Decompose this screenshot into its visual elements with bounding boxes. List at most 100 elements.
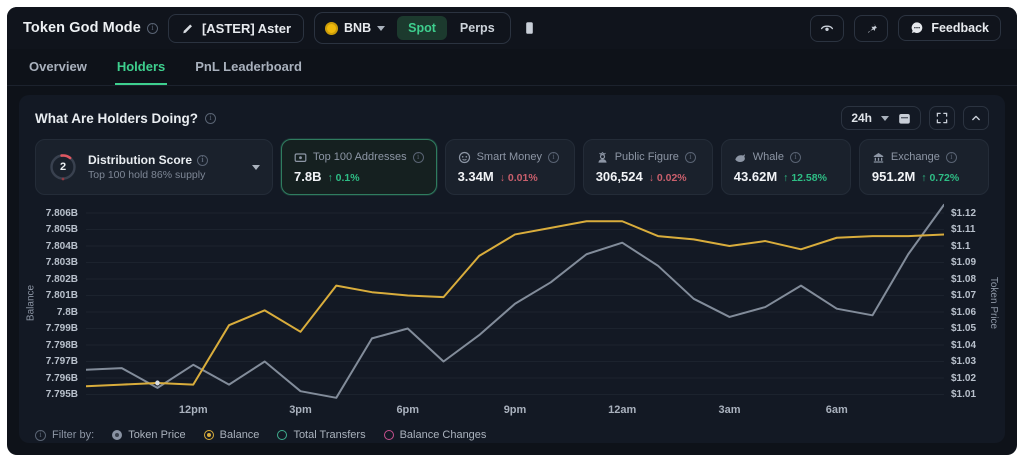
- panel-title: What Are Holders Doing?: [35, 110, 199, 126]
- tab-spot[interactable]: Spot: [397, 16, 447, 40]
- pin-button[interactable]: [854, 14, 889, 42]
- info-icon[interactable]: [197, 154, 209, 166]
- tab-holders[interactable]: Holders: [114, 49, 168, 85]
- legend-marker-icon: [112, 430, 123, 440]
- top-bar: Token God Mode [ASTER] Aster BNB Spot Pe…: [7, 7, 1017, 49]
- y-axis-tick: 7.805B: [45, 224, 78, 235]
- feedback-label: Feedback: [931, 21, 989, 35]
- stat-cards-row: 2 Distribution Score Top 100 hold 86% su…: [19, 139, 1005, 195]
- y-axis-tick: 7.795B: [45, 389, 78, 400]
- x-axis-tick: 12am: [608, 404, 637, 416]
- chain-selector-button[interactable]: BNB: [319, 19, 391, 37]
- stat-value: 306,524: [595, 168, 643, 184]
- y-axis-tick: 7.802B: [45, 273, 78, 285]
- y-axis-tick: 7.797B: [45, 356, 78, 367]
- info-icon[interactable]: [945, 151, 957, 163]
- fullscreen-button[interactable]: [929, 106, 955, 130]
- timeframe-selector[interactable]: 24h: [841, 106, 921, 130]
- mobile-icon: [525, 22, 533, 34]
- info-icon[interactable]: [548, 151, 559, 163]
- stat-label: Exchange: [890, 151, 940, 163]
- y-axis-tick: 7.8B: [56, 306, 78, 318]
- info-icon[interactable]: [205, 112, 217, 124]
- y-axis-tick: $1.08: [951, 273, 977, 285]
- market-type-tabs: Spot Perps: [397, 16, 506, 40]
- whale-icon: [735, 153, 745, 162]
- legend-filter-balance[interactable]: Balance: [203, 429, 260, 441]
- stat-card-exchange[interactable]: Exchange 951.2M ↑ 0.72%: [858, 139, 990, 195]
- calendar-icon: [899, 113, 910, 124]
- chart-canvas[interactable]: [86, 203, 944, 403]
- distribution-score-card[interactable]: 2 Distribution Score Top 100 hold 86% su…: [35, 139, 273, 195]
- app-window: Token God Mode [ASTER] Aster BNB Spot Pe…: [7, 7, 1017, 455]
- chart-plot-area[interactable]: [86, 203, 944, 403]
- stat-change: ↑ 0.1%: [327, 171, 360, 184]
- legend-label: Balance: [219, 429, 260, 441]
- x-axis-tick: 12pm: [178, 404, 208, 416]
- chevron-down-icon: [377, 25, 386, 31]
- chevron-down-icon: [881, 115, 889, 121]
- tab-overview[interactable]: Overview: [27, 49, 89, 85]
- token-name: [ASTER] Aster: [201, 20, 292, 36]
- market-selector-group: BNB Spot Perps: [314, 12, 511, 44]
- legend-label: Token Price: [128, 429, 186, 441]
- stat-card-whale[interactable]: Whale 43.62M ↑ 12.58%: [720, 139, 851, 195]
- y-axis-tick: $1.07: [951, 290, 977, 301]
- y-axis-tick: $1.05: [951, 323, 977, 334]
- stat-label: Public Figure: [614, 151, 679, 163]
- x-axis-tick: 9pm: [503, 404, 527, 416]
- edit-pencil-icon: [183, 24, 192, 33]
- left-axis-title: Balance: [25, 284, 36, 322]
- y-axis-tick: 7.798B: [45, 339, 78, 351]
- y-axis-tick: $1.1: [951, 240, 971, 252]
- watch-button[interactable]: [810, 14, 845, 42]
- tab-perps[interactable]: Perps: [449, 16, 506, 40]
- score-title: Distribution Score: [88, 153, 193, 167]
- info-icon[interactable]: [412, 151, 424, 163]
- eye-icon: [821, 25, 834, 31]
- y-axis-tick: $1.01: [951, 389, 977, 400]
- legend-marker-icon: [203, 430, 214, 440]
- bnb-coin-icon: [325, 21, 339, 35]
- collapse-button[interactable]: [963, 106, 989, 130]
- legend-filter-total-transfers[interactable]: Total Transfers: [277, 429, 366, 441]
- stat-card-public-figure[interactable]: Public Figure 306,524 ↓ 0.02%: [582, 139, 713, 195]
- stat-change: ↓ 0.01%: [499, 171, 538, 184]
- stat-label: Top 100 Addresses: [313, 151, 407, 163]
- holders-panel: What Are Holders Doing? 24h: [19, 95, 1005, 443]
- right-axis-ticks: $1.12 $1.11 $1.1 $1.09 $1.08 $1.07 $1.06 $1.05 $…: [944, 203, 986, 403]
- fullscreen-icon: [936, 112, 948, 124]
- y-axis-tick: 7.804B: [45, 240, 78, 252]
- mobile-view-button[interactable]: [521, 19, 538, 37]
- right-axis-title: Token Price: [988, 276, 999, 330]
- y-axis-tick: $1.02: [951, 372, 977, 384]
- y-axis-tick: 7.806B: [45, 207, 78, 219]
- stat-label: Whale: [752, 151, 784, 163]
- x-axis-tick: 6pm: [396, 404, 420, 416]
- legend-filter-token-price[interactable]: Token Price: [112, 429, 186, 441]
- feedback-button[interactable]: Feedback: [898, 15, 1001, 41]
- stat-value: 7.8B: [294, 168, 322, 184]
- info-icon[interactable]: [789, 151, 801, 163]
- legend-label: Balance Changes: [399, 429, 487, 441]
- y-axis-tick: $1.04: [951, 339, 977, 351]
- legend-marker-icon: [383, 430, 394, 440]
- x-axis-tick: 3am: [718, 404, 741, 416]
- y-axis-tick: $1.09: [951, 257, 977, 268]
- bank-icon: [873, 152, 884, 163]
- y-axis-tick: 7.799B: [45, 323, 78, 334]
- info-icon[interactable]: [35, 429, 46, 441]
- tab-pnl-leaderboard[interactable]: PnL Leaderboard: [193, 49, 304, 85]
- legend-filter-balance-changes[interactable]: Balance Changes: [383, 429, 487, 441]
- stat-value: 3.34M: [457, 168, 494, 184]
- stat-card-smart-money[interactable]: Smart Money 3.34M ↓ 0.01%: [444, 139, 575, 195]
- pin-icon: [867, 22, 877, 33]
- token-selector-button[interactable]: [ASTER] Aster: [167, 13, 305, 43]
- left-axis-ticks: 7.806B 7.805B 7.804B 7.803B 7.802B 7.801B 7.8B…: [38, 203, 86, 403]
- info-icon[interactable]: [684, 151, 696, 163]
- legend-marker-icon: [277, 430, 288, 440]
- score-value: 2: [59, 161, 67, 173]
- smart-money-icon: [458, 151, 470, 163]
- info-icon[interactable]: [146, 22, 158, 34]
- stat-card-top-100-addresses[interactable]: Top 100 Addresses 7.8B ↑ 0.1%: [281, 139, 437, 195]
